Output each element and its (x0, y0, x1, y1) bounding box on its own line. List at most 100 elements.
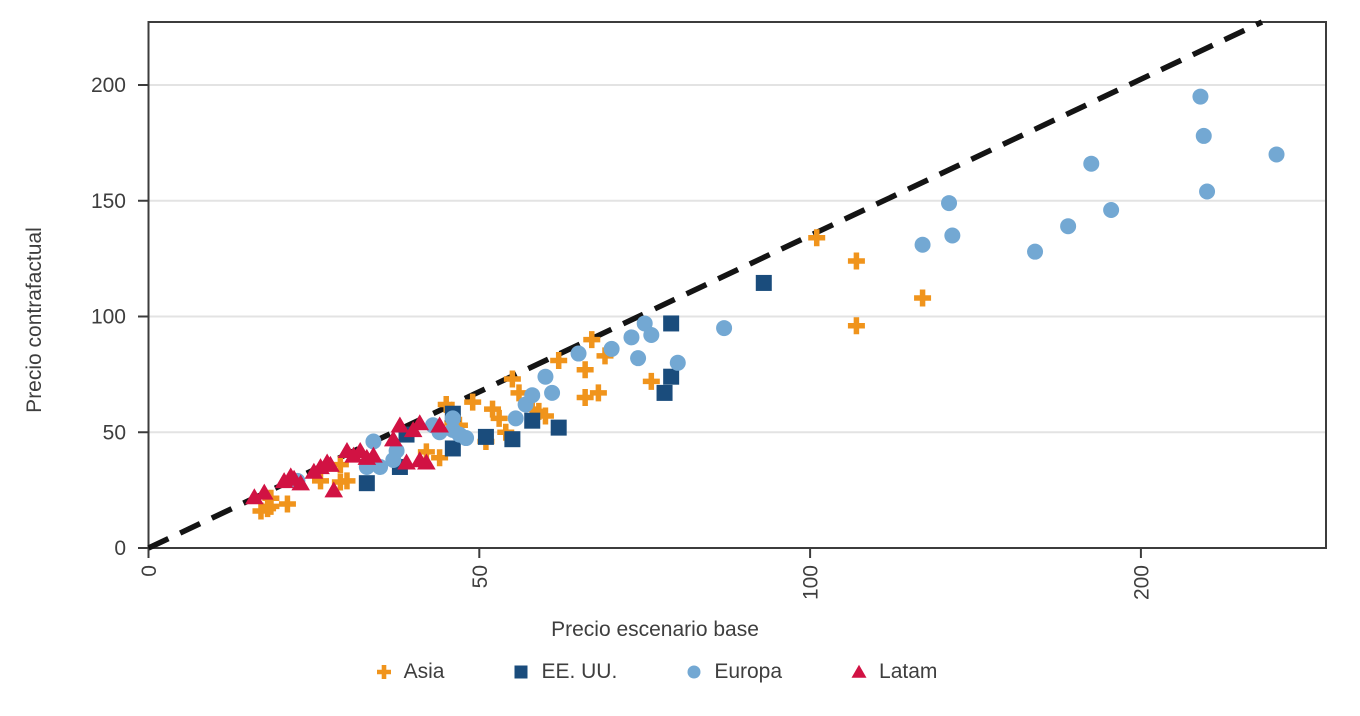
data-point-asia (490, 409, 508, 427)
data-point-eeuu (358, 475, 375, 492)
square-icon (514, 665, 528, 679)
data-point-asia (417, 443, 435, 461)
data-point-europa (643, 327, 660, 344)
x-tick-label: 100 (800, 565, 823, 600)
data-point-asia (550, 351, 568, 369)
data-point-eeuu (477, 428, 494, 445)
data-point-eeuu (656, 384, 673, 401)
data-point-europa (603, 340, 620, 357)
data-point-latam (364, 446, 383, 463)
data-point-asia (331, 456, 349, 474)
data-point-eeuu (444, 440, 461, 457)
data-point-asia (450, 416, 468, 434)
data-point-asia (278, 495, 296, 513)
y-tick-label: 0 (114, 537, 126, 560)
data-point-europa (507, 410, 524, 427)
circle-icon (687, 665, 701, 679)
square-glyph (514, 665, 528, 679)
data-point-europa (544, 384, 561, 401)
data-point-asia (464, 393, 482, 411)
data-point-asia (583, 331, 601, 349)
data-point-latam (383, 430, 403, 447)
data-point-europa (1195, 127, 1212, 144)
data-point-latam (291, 474, 310, 491)
legend-label: Europa (714, 660, 783, 683)
data-point-asia (536, 407, 554, 425)
legend-label: Latam (879, 660, 938, 683)
data-point-latam (410, 414, 430, 431)
data-point-europa (372, 458, 389, 475)
y-tick-label: 200 (91, 74, 126, 97)
data-point-asia (530, 402, 548, 420)
data-point-asia (596, 347, 614, 365)
data-point-latam (430, 416, 449, 433)
data-point-europa (941, 195, 958, 212)
data-point-asia (847, 317, 865, 335)
data-point-europa (716, 320, 733, 337)
data-point-europa (914, 236, 931, 253)
legend-item-eeuu: EE. UU. (510, 660, 617, 684)
data-point-latam (245, 488, 264, 505)
y-axis-title: Precio contrafactual (23, 227, 46, 413)
data-point-asia (576, 361, 594, 379)
data-point-asia (576, 389, 594, 407)
data-point-europa (458, 430, 475, 447)
data-point-europa (623, 329, 640, 346)
data-point-eeuu (524, 412, 541, 429)
data-point-eeuu (663, 368, 680, 385)
data-point-europa (524, 387, 541, 404)
data-point-europa (1103, 202, 1120, 219)
data-point-europa (444, 410, 461, 427)
legend-label: Asia (403, 660, 445, 683)
data-point-asia (503, 370, 521, 388)
identity-dashed-line (147, 19, 1264, 551)
data-point-asia (312, 472, 330, 490)
y-tick-label: 100 (91, 306, 126, 329)
data-point-europa (1199, 183, 1216, 200)
data-point-asia (589, 384, 607, 402)
data-point-asia (437, 395, 455, 413)
data-point-asia (510, 384, 528, 402)
data-point-europa (1027, 243, 1044, 260)
data-point-europa (944, 227, 961, 244)
triangle-icon (851, 664, 867, 678)
data-point-europa (537, 368, 554, 385)
plot-border (147, 21, 1327, 549)
data-point-europa (570, 345, 587, 362)
plus-icon (376, 665, 391, 679)
data-point-europa (669, 354, 686, 371)
data-point-europa (388, 442, 405, 459)
data-point-europa (630, 350, 647, 367)
data-point-europa (365, 433, 382, 450)
data-point-latam (397, 453, 416, 470)
x-tick-label: 200 (1130, 565, 1153, 600)
data-point-asia (338, 472, 356, 490)
data-point-asia (914, 289, 932, 307)
legend-item-europa: Europa (683, 660, 782, 684)
data-point-eeuu (550, 419, 567, 436)
legend: Asia EE. UU. Europa Latam (0, 660, 1310, 684)
triangle-glyph (851, 664, 867, 678)
data-point-europa (636, 315, 653, 332)
legend-item-asia: Asia (373, 660, 445, 684)
data-point-europa (1083, 155, 1100, 172)
data-point-europa (1268, 146, 1285, 163)
data-point-eeuu (504, 431, 521, 448)
y-tick-label: 150 (91, 190, 126, 213)
data-point-eeuu (755, 274, 772, 291)
x-tick-label: 50 (469, 565, 492, 588)
legend-item-latam: Latam (848, 660, 937, 684)
data-point-latam (324, 481, 344, 498)
data-point-europa (1192, 88, 1209, 105)
scatter-plot-canvas: 0 50 100 200 0 50 100 150 200 (91, 19, 1327, 600)
data-point-asia (484, 400, 502, 418)
data-point-latam (321, 455, 340, 472)
y-tick-label: 50 (103, 421, 126, 444)
data-point-europa (1060, 218, 1077, 235)
data-point-asia (431, 449, 449, 467)
plus-glyph (376, 665, 391, 679)
data-point-latam (417, 453, 436, 470)
data-point-latam (254, 483, 274, 500)
data-point-latam (390, 416, 410, 433)
